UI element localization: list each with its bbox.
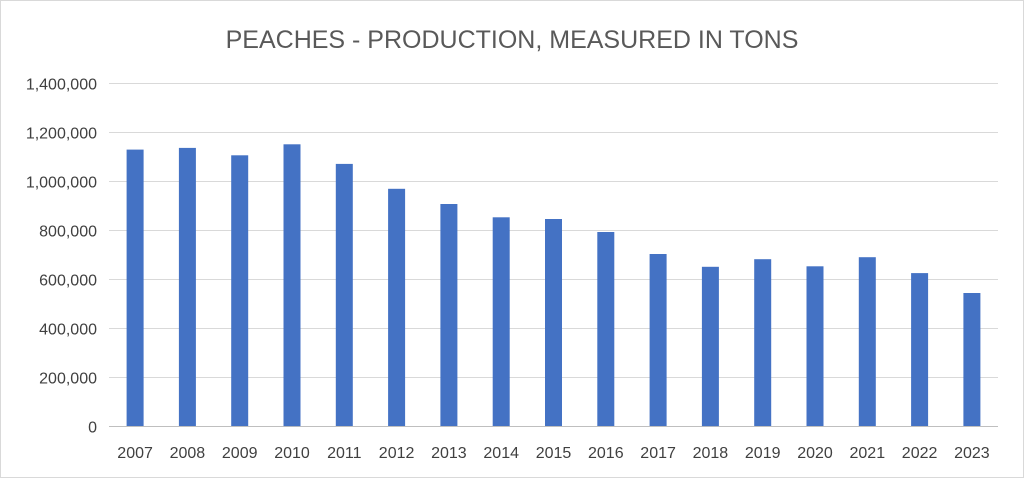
y-tick-label: 1,400,000	[26, 77, 97, 94]
x-tick-label: 2019	[745, 445, 781, 462]
bar-2007	[126, 149, 144, 426]
x-tick-label: 2008	[170, 445, 206, 462]
bar-2009	[231, 155, 249, 427]
x-tick-label: 2012	[379, 445, 415, 462]
y-tick-label: 600,000	[39, 273, 97, 290]
bar-2018	[701, 266, 719, 427]
bar-2008	[178, 147, 196, 426]
bar-2011	[335, 163, 353, 426]
bar-2021	[858, 257, 876, 426]
bar-2010	[283, 144, 301, 427]
x-axis-ticks: 2007 2008 2009 2010 2011 2012 2013 2014 2015 2016…	[117, 445, 989, 462]
y-tick-label: 0	[88, 420, 97, 437]
y-axis-ticks: 0 200,000 400,000 600,000 800,000 1,000,000 1,…	[26, 77, 97, 437]
bar-2022	[911, 273, 929, 426]
y-tick-label: 400,000	[39, 322, 97, 339]
x-tick-label: 2013	[431, 445, 467, 462]
x-tick-label: 2020	[797, 445, 833, 462]
bar-2013	[440, 204, 458, 426]
x-tick-label: 2018	[693, 445, 729, 462]
bar-2017	[649, 254, 667, 426]
x-tick-label: 2014	[483, 445, 519, 462]
bar-2023	[963, 293, 981, 426]
bar-2020	[806, 266, 824, 426]
y-tick-label: 200,000	[39, 371, 97, 388]
y-tick-label: 800,000	[39, 224, 97, 241]
x-tick-label: 2011	[327, 445, 362, 462]
x-tick-label: 2022	[902, 445, 938, 462]
x-tick-label: 2010	[274, 445, 310, 462]
chart-title: PEACHES - PRODUCTION, MEASURED IN TONS	[226, 26, 799, 54]
x-tick-label: 2023	[954, 445, 990, 462]
x-tick-label: 2009	[222, 445, 258, 462]
bar-2014	[492, 217, 510, 426]
bar-2015	[545, 219, 562, 426]
bar-2016	[597, 232, 615, 426]
x-tick-label: 2016	[588, 445, 624, 462]
x-tick-label: 2015	[536, 445, 572, 462]
x-tick-label: 2007	[117, 445, 153, 462]
bar-2019	[754, 259, 772, 426]
bar-2012	[388, 188, 406, 426]
bars	[126, 144, 981, 427]
y-tick-label: 1,200,000	[26, 126, 97, 143]
y-tick-label: 1,000,000	[26, 175, 97, 192]
x-tick-label: 2021	[850, 445, 886, 462]
x-tick-label: 2017	[640, 445, 676, 462]
